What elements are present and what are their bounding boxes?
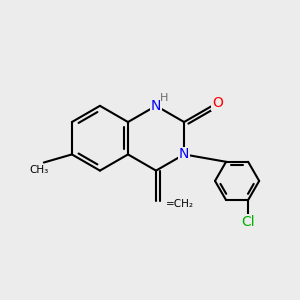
Text: N: N	[151, 99, 161, 113]
Text: H: H	[160, 93, 169, 103]
Text: O: O	[212, 96, 223, 110]
Text: Cl: Cl	[241, 215, 255, 229]
Text: N: N	[179, 147, 189, 161]
Text: =CH₂: =CH₂	[166, 199, 194, 209]
Text: CH₃: CH₃	[30, 166, 49, 176]
